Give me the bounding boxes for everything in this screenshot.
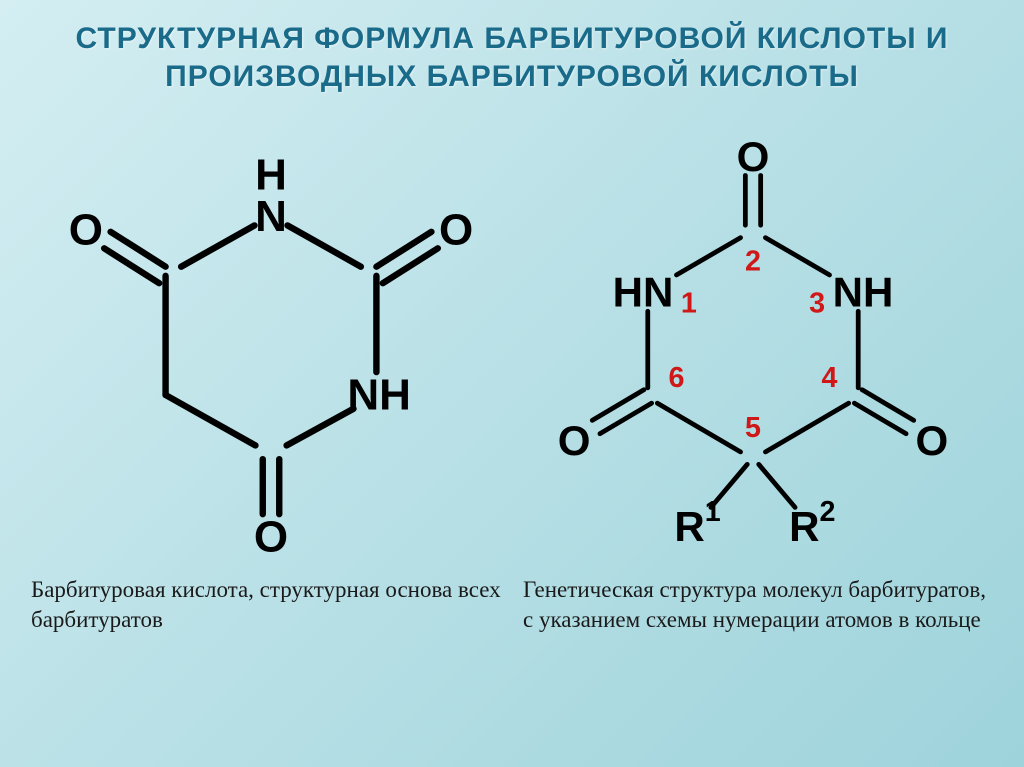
svg-text:R2: R2	[789, 496, 835, 550]
svg-text:O: O	[254, 513, 288, 560]
svg-text:H: H	[255, 151, 287, 200]
caption-row: Барбитуровая кислота, структурная основа…	[0, 565, 1024, 655]
diagram-row: O O O N H NH	[0, 105, 1024, 565]
svg-text:O: O	[916, 417, 949, 464]
svg-text:O: O	[558, 417, 591, 464]
svg-text:O: O	[737, 133, 770, 180]
svg-text:NH: NH	[833, 269, 894, 316]
caption-left: Барбитуровая кислота, структурная основа…	[31, 575, 501, 635]
svg-text:3: 3	[809, 288, 825, 320]
svg-text:NH: NH	[347, 371, 411, 420]
svg-text:1: 1	[681, 288, 697, 320]
svg-text:4: 4	[822, 362, 838, 394]
svg-text:2: 2	[745, 246, 761, 278]
svg-text:5: 5	[745, 412, 761, 444]
caption-right: Генетическая структура молекул барбитура…	[523, 575, 993, 635]
structure-barbituric-acid: O O O N H NH	[41, 120, 501, 560]
svg-text:R1: R1	[674, 496, 720, 550]
svg-text:O: O	[439, 206, 473, 255]
svg-text:6: 6	[668, 362, 684, 394]
structure-barbiturate-generic: O O O R1 R2 HN NH 1 2 3 4 5 6	[523, 120, 983, 560]
page-title: СТРУКТУРНАЯ ФОРМУЛА БАРБИТУРОВОЙ КИСЛОТЫ…	[0, 0, 1024, 105]
svg-text:O: O	[69, 206, 103, 255]
svg-text:HN: HN	[613, 269, 674, 316]
